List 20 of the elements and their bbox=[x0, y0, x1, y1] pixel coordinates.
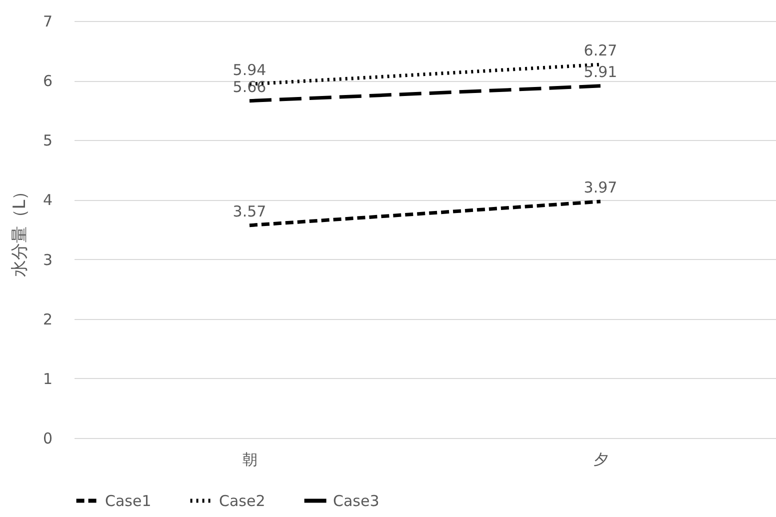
x-tick-label: 朝 bbox=[242, 450, 258, 468]
legend-label: Case2 bbox=[219, 492, 266, 510]
legend-label: Case1 bbox=[105, 492, 152, 510]
y-tick-label: 2 bbox=[42, 310, 52, 328]
y-tick-label: 7 bbox=[42, 12, 52, 30]
x-tick-label: 夕 bbox=[594, 450, 608, 468]
y-tick-label: 3 bbox=[42, 250, 52, 269]
y-tick-label: 5 bbox=[42, 132, 52, 150]
data-label: 5.94 bbox=[232, 61, 266, 80]
y-tick-label: 4 bbox=[42, 191, 52, 210]
legend-label: Case3 bbox=[333, 492, 380, 510]
y-tick-label: 6 bbox=[42, 72, 52, 90]
y-axis-title: 水分量（L） bbox=[10, 182, 30, 278]
data-label: 5.91 bbox=[584, 62, 618, 81]
y-tick-label: 0 bbox=[42, 430, 52, 448]
data-label: 6.27 bbox=[584, 41, 618, 60]
data-label: 3.57 bbox=[232, 202, 266, 220]
y-tick-label: 1 bbox=[42, 370, 52, 388]
data-label: 3.97 bbox=[584, 178, 618, 196]
data-label: 5.66 bbox=[232, 78, 266, 96]
